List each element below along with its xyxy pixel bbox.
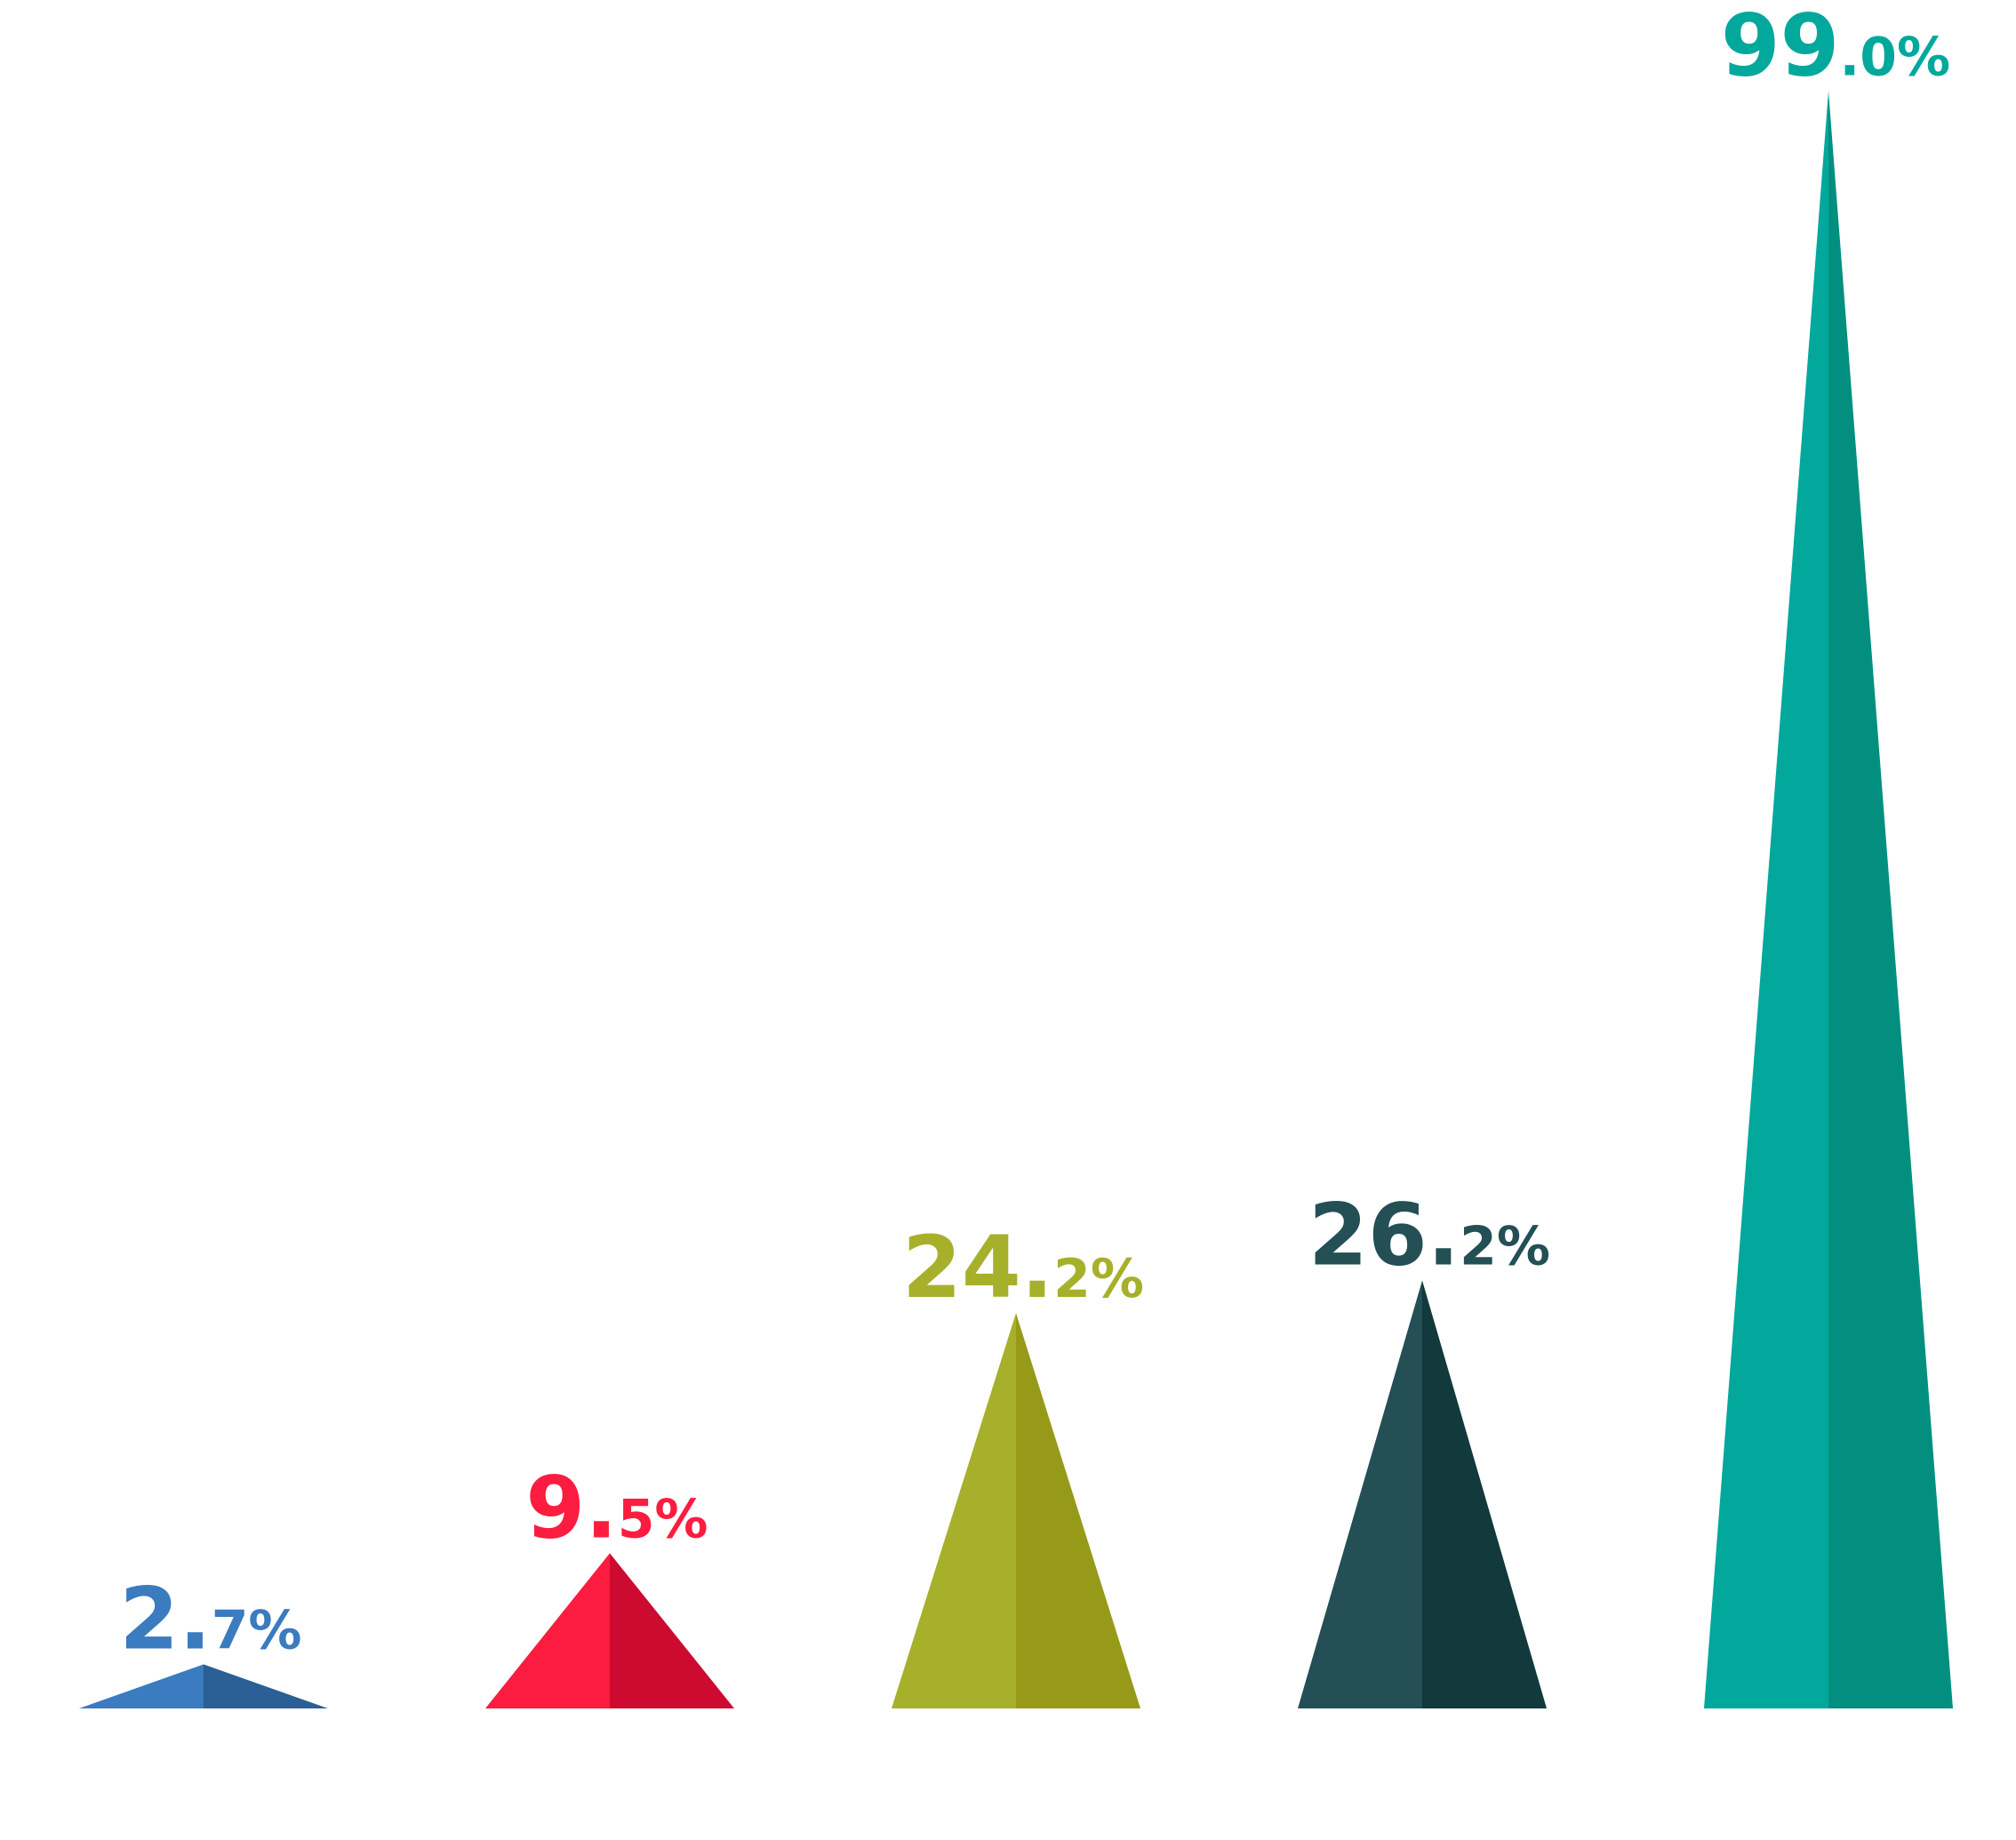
data-label-2: 9.5% <box>525 1458 708 1557</box>
triangle-bar-right-2 <box>610 1553 734 1708</box>
triangle-bar-right-3 <box>1016 1313 1140 1708</box>
data-label-dec-5: .0% <box>1839 26 1950 88</box>
data-label-5: 99.0% <box>1721 0 1950 95</box>
triangle-bar-right-1 <box>204 1664 328 1708</box>
data-label-3: 24.2% <box>902 1218 1144 1317</box>
data-label-4: 26.2% <box>1308 1185 1550 1284</box>
data-label-dec-1: 7% <box>212 1599 302 1661</box>
data-label-1: 2.7% <box>119 1569 301 1668</box>
data-label-int-4: 26. <box>1308 1185 1460 1284</box>
triangle-bar-right-5 <box>1828 91 1953 1708</box>
data-label-int-1: 2. <box>119 1569 211 1668</box>
data-label-dec-3: 2% <box>1053 1248 1144 1310</box>
data-label-dec-2: 5% <box>618 1488 708 1550</box>
data-label-int-5: 99 <box>1721 0 1840 95</box>
triangle-bar-left-1 <box>79 1664 204 1708</box>
data-label-int-2: 9. <box>525 1458 617 1557</box>
triangle-bar-left-2 <box>485 1553 610 1708</box>
triangle-bar-left-3 <box>892 1313 1016 1708</box>
triangle-bar-right-4 <box>1422 1280 1547 1708</box>
triangle-bar-left-4 <box>1298 1280 1422 1708</box>
triangle-bar-left-5 <box>1704 91 1828 1708</box>
data-label-dec-4: 2% <box>1460 1215 1550 1277</box>
data-label-int-3: 24. <box>902 1218 1053 1317</box>
